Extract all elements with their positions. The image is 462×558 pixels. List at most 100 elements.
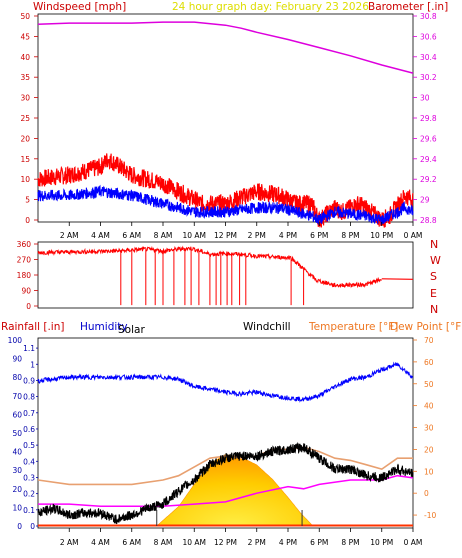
windspeed-tick-label: 35	[20, 73, 30, 82]
temp-x-tick-label: 6 AM	[122, 538, 141, 547]
rainfall-tick-label: 0.4	[23, 457, 35, 466]
wind-panel-frame	[37, 13, 414, 223]
windspeed-tick-label: 5	[25, 196, 30, 205]
temp-x-tick-label: 10 PM	[370, 538, 393, 547]
wind-x-tick-label: 4 AM	[91, 231, 110, 240]
wind-x-tick-label: 6 PM	[310, 231, 328, 240]
barometer-axis-label: Barometer [.in]	[368, 1, 448, 13]
temperature-tick-label: 70	[424, 336, 434, 345]
windchill-legend-label: Windchill	[243, 321, 291, 333]
solar-legend-label: Solar	[118, 324, 145, 336]
windspeed-axis-label: Windspeed [mph]	[33, 1, 126, 13]
rainfall-tick-label: 1.1	[23, 344, 35, 353]
solar-radiation-area	[156, 454, 314, 527]
humidity-axis-label: Humidity	[80, 321, 128, 333]
compass-label-south: S	[430, 270, 437, 283]
wind-x-tick-label: 10 AM	[182, 231, 206, 240]
direction-tick-label: 360	[17, 240, 32, 249]
compass-label-east: E	[430, 287, 437, 300]
humidity-tick-label: 80	[12, 373, 22, 382]
wind-x-tick-label: 4 PM	[279, 231, 297, 240]
temperature-tick-label: 50	[424, 380, 434, 389]
dewpoint-axis-label: Dew Point [°F]	[390, 321, 462, 333]
wind-direction-series-tail	[381, 278, 414, 280]
windspeed-tick-label: 30	[20, 94, 30, 103]
temp-x-tick-label: 8 PM	[341, 538, 359, 547]
temperature-tick-label: 0	[424, 489, 429, 498]
rainfall-tick-label: 0.3	[23, 473, 35, 482]
barometer-tick-label: 29	[420, 196, 430, 205]
temperature-axis-label: Temperature [°F]	[308, 321, 398, 333]
humidity-tick-label: 20	[12, 485, 22, 494]
wind-x-tick-label: 2 AM	[60, 231, 79, 240]
windspeed-tick-label: 45	[20, 32, 30, 41]
humidity-tick-label: 0	[17, 522, 22, 531]
barometer-tick-label: 28.8	[420, 216, 437, 225]
windspeed-tick-label: 40	[20, 53, 30, 62]
barometer-tick-label: 30.8	[420, 12, 437, 21]
temperature-tick-label: 60	[424, 358, 434, 367]
humidity-tick-label: 30	[12, 466, 22, 475]
barometer-series-line	[37, 21, 414, 74]
temperature-tick-label: 40	[424, 402, 434, 411]
compass-label-north-2: N	[430, 303, 438, 316]
humidity-tick-label: 90	[12, 355, 22, 364]
barometer-tick-label: 30.2	[420, 73, 437, 82]
temp-x-tick-label: 8 AM	[154, 538, 173, 547]
windspeed-series-line	[37, 153, 414, 229]
temp-x-tick-label: 0 AM	[404, 538, 423, 547]
barometer-tick-label: 30	[420, 94, 430, 103]
temp-x-tick-label: 4 AM	[91, 538, 110, 547]
windspeed-tick-label: 0	[25, 216, 30, 225]
humidity-tick-label: 50	[12, 429, 22, 438]
humidity-tick-label: 40	[12, 448, 22, 457]
windspeed-tick-label: 25	[20, 114, 30, 123]
humidity-series-line	[37, 361, 413, 403]
temp-x-tick-label: 4 PM	[279, 538, 297, 547]
barometer-tick-label: 29.2	[420, 175, 437, 184]
temperature-tick-label: 10	[424, 467, 434, 476]
windspeed-tick-label: 10	[20, 175, 30, 184]
barometer-tick-label: 30.6	[420, 32, 437, 41]
direction-tick-label: 0	[26, 302, 31, 311]
rainfall-tick-label: 0.2	[23, 490, 35, 499]
wind-x-tick-label: 0 AM	[404, 231, 423, 240]
barometer-tick-label: 29.8	[420, 114, 437, 123]
rainfall-tick-label: 0.5	[23, 441, 35, 450]
rainfall-tick-label: 0	[30, 522, 35, 531]
humidity-tick-label: 60	[12, 410, 22, 419]
windspeed-tick-label: 15	[20, 155, 30, 164]
wind-x-tick-label: 12 PM	[214, 231, 237, 240]
humidity-tick-label: 70	[12, 392, 22, 401]
rainfall-tick-label: 0.7	[23, 409, 35, 418]
humidity-tick-label: 100	[8, 336, 23, 345]
wind-x-tick-label: 2 PM	[248, 231, 266, 240]
temp-x-tick-label: 6 PM	[310, 538, 328, 547]
wind-direction-series-line	[37, 245, 382, 306]
wind-x-tick-label: 8 PM	[341, 231, 359, 240]
temp-x-tick-label: 2 AM	[60, 538, 79, 547]
barometer-tick-label: 29.6	[420, 134, 437, 143]
direction-tick-label: 270	[17, 256, 32, 265]
temp-x-tick-label: 10 AM	[182, 538, 206, 547]
temp-x-tick-label: 2 PM	[248, 538, 266, 547]
windspeed-tick-label: 20	[20, 134, 30, 143]
barometer-tick-label: 29.4	[420, 155, 437, 164]
windchill-series-line	[37, 441, 414, 525]
direction-tick-label: 180	[17, 271, 32, 280]
dewpoint-series-line	[38, 474, 414, 508]
chart-marks: 0 5 10 15 20 25 30 35 40 45 50 28.8 29 29.2 29.4 29.6 29…	[8, 12, 437, 547]
rainfall-tick-label: 0.8	[23, 393, 35, 402]
temperature-tick-label: 30	[424, 424, 434, 433]
chart-subtitle: 24 hour graph day: February 23 2026	[172, 1, 369, 13]
compass-label-west: W	[430, 254, 441, 267]
humidity-tick-label: 10	[12, 503, 22, 512]
wind-x-tick-label: 8 AM	[154, 231, 173, 240]
compass-label-north: N	[430, 238, 438, 251]
rainfall-tick-label: 0.1	[23, 506, 35, 515]
rainfall-tick-label: 0.9	[23, 376, 35, 385]
temp-x-tick-label: 12 PM	[214, 538, 237, 547]
wind-x-tick-label: 6 AM	[122, 231, 141, 240]
rainfall-axis-label: Rainfall [.in]	[1, 321, 64, 333]
